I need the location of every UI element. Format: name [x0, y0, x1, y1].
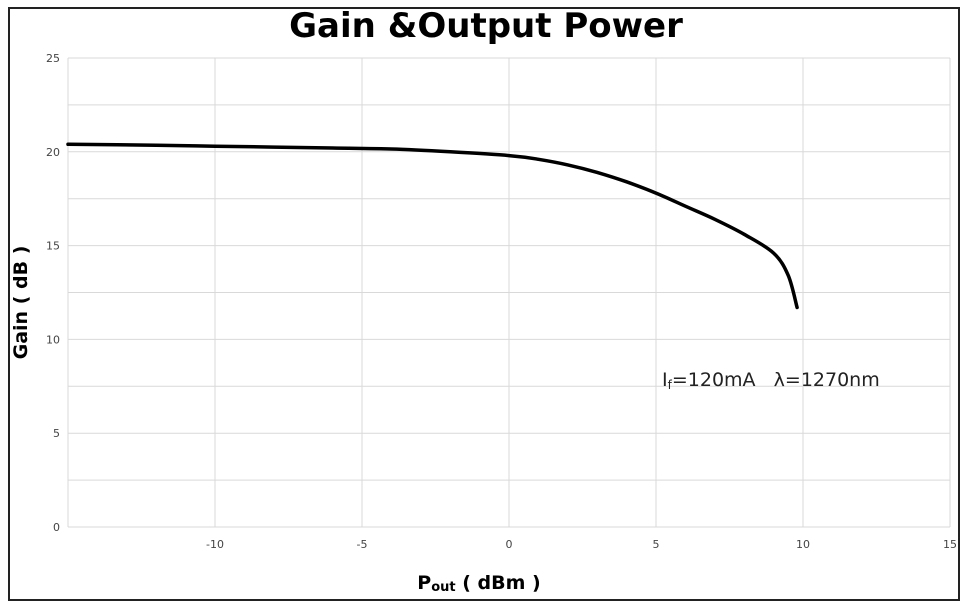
x-axis-title-main: P [417, 572, 431, 594]
y-tick-label: 15 [46, 240, 60, 253]
y-tick-label: 20 [46, 146, 60, 159]
x-axis-title-rest: ( dBm ) [456, 572, 541, 594]
y-axis-title: Gain ( dB ) [10, 246, 32, 360]
y-tick-label: 10 [46, 333, 60, 346]
annotation-values: =120mA λ=1270nm [672, 369, 880, 391]
chart-frame [8, 7, 960, 601]
chart-title: Gain &Output Power [289, 6, 683, 46]
y-tick-labels: 0 5 10 15 20 25 [46, 52, 60, 534]
x-axis-title: Pout ( dBm ) [417, 572, 540, 595]
x-axis-title-sub: out [431, 580, 455, 595]
condition-annotation: If=120mA λ=1270nm [662, 369, 880, 392]
x-tick-label: -5 [357, 538, 368, 551]
vertical-gridlines [67, 58, 951, 527]
x-tick-label: 5 [653, 538, 660, 551]
annotation-current-symbol: I [662, 369, 668, 391]
annotation-current-subscript: f [668, 378, 673, 392]
x-tick-label: 10 [796, 538, 810, 551]
y-tick-label: 25 [46, 52, 60, 65]
x-tick-label: 15 [943, 538, 957, 551]
gain-curve [66, 142, 799, 310]
x-tick-labels: -10 -5 0 5 10 15 [206, 538, 957, 551]
x-tick-label: -10 [206, 538, 224, 551]
y-tick-label: 0 [53, 521, 60, 534]
y-tick-label: 5 [53, 427, 60, 440]
x-tick-label: 0 [506, 538, 513, 551]
